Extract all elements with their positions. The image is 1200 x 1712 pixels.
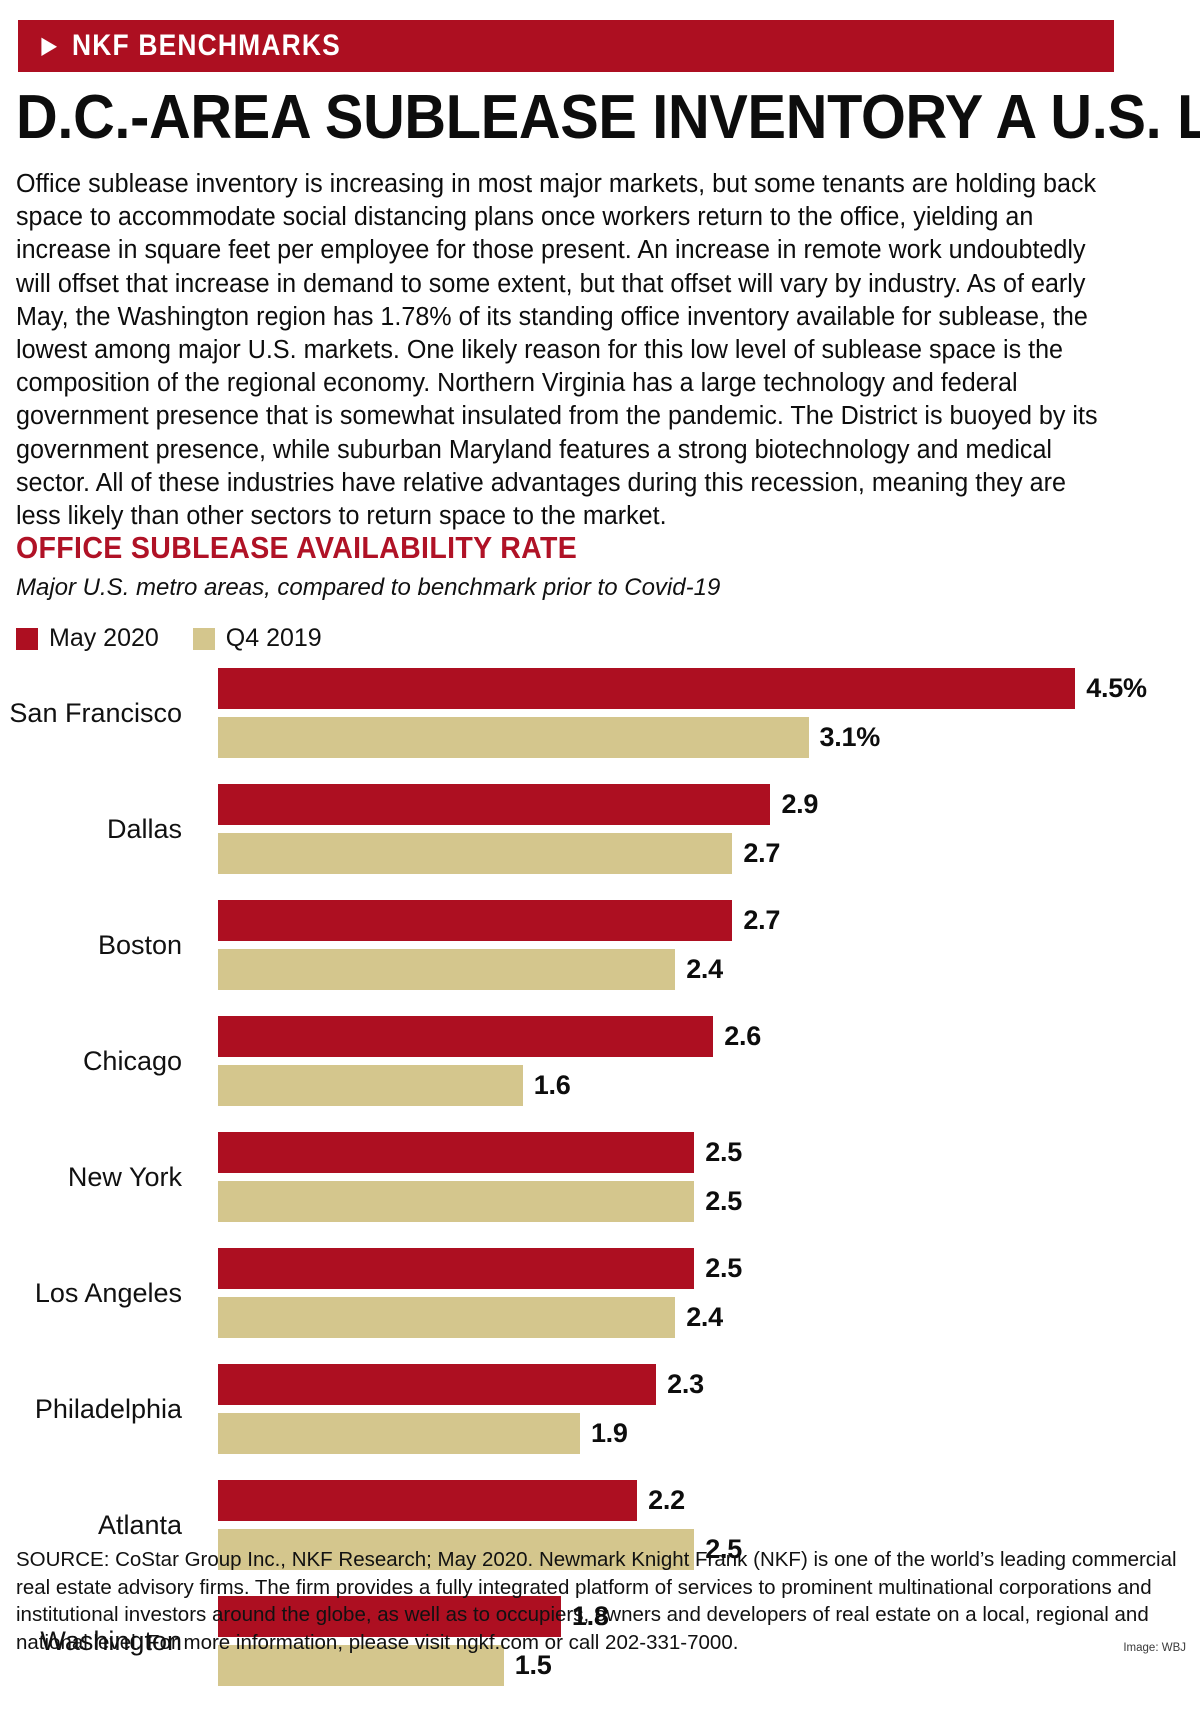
kicker-label: NKF BENCHMARKS — [72, 29, 342, 62]
bar-value-label: 1.9 — [590, 1418, 628, 1448]
page-title: D.C.-AREA SUBLEASE INVENTORY A U.S. LOW — [16, 83, 1200, 152]
bar-value-label: 2.7 — [743, 838, 781, 868]
bar-value-label: 2.3 — [667, 1369, 704, 1399]
infographic-page: ▶ NKF BENCHMARKS D.C.-AREA SUBLEASE INVE… — [9, 20, 1200, 1686]
bar-q4-2019 — [218, 717, 809, 758]
legend-item-may-2020: May 2020 — [16, 624, 159, 653]
bar-may-2020 — [218, 784, 771, 825]
bar-row: 2.7 — [218, 900, 780, 941]
bar-row: 4.5% — [218, 668, 1147, 709]
bar-row: 1.6 — [218, 1065, 571, 1106]
category-label: San Francisco — [9, 697, 182, 728]
category-label: Boston — [97, 929, 182, 960]
bar-group: Los Angeles 2.5 2.4 — [0, 1248, 1200, 1338]
bar-row: 2.4 — [218, 949, 723, 990]
bar-row: 2.4 — [218, 1297, 723, 1338]
bar-may-2020 — [218, 1596, 561, 1637]
bar-row: 2.9 — [218, 784, 818, 825]
bar-may-2020 — [218, 1248, 695, 1289]
bar-value-label: 1.8 — [571, 1601, 609, 1631]
image-credit: Image: WBJ — [1123, 1642, 1186, 1654]
bar-value-label: 2.9 — [781, 789, 819, 819]
bar-row: 2.6 — [218, 1016, 761, 1057]
category-label: Los Angeles — [34, 1277, 182, 1308]
bar-row: 2.7 — [218, 833, 780, 874]
bar-may-2020 — [218, 1016, 714, 1057]
bar-q4-2019 — [218, 1181, 695, 1222]
bar-group: Boston 2.7 2.4 — [0, 900, 1200, 990]
category-label: New York — [67, 1161, 182, 1192]
chart-legend: May 2020 Q4 2019 — [16, 624, 356, 653]
legend-label-may-2020: May 2020 — [49, 624, 159, 652]
bar-value-label: 2.5 — [705, 1137, 742, 1167]
bar-q4-2019 — [218, 1529, 695, 1570]
bar-value-label: 2.2 — [648, 1485, 685, 1515]
kicker-banner: ▶ NKF BENCHMARKS — [18, 20, 1114, 72]
bar-value-label: 2.5 — [705, 1534, 742, 1564]
bar-row: 2.2 — [218, 1480, 685, 1521]
bar-value-label: 2.4 — [686, 954, 723, 984]
deck-paragraph: Office sublease inventory is increasing … — [16, 170, 1098, 531]
bar-row: 2.5 — [218, 1181, 742, 1222]
category-label: Washington — [40, 1625, 182, 1656]
legend-swatch-may-2020 — [16, 627, 38, 650]
bar-row: 2.5 — [218, 1132, 742, 1173]
bar-value-label: 3.1% — [819, 722, 881, 752]
bar-group: Dallas 2.9 2.7 — [0, 784, 1200, 874]
bar-chart: San Francisco 4.5% 3.1% Dallas 2.9 2.7 Boston 2… — [0, 668, 1200, 1712]
bar-value-label: 2.6 — [724, 1021, 762, 1051]
category-label: Dallas — [106, 813, 182, 844]
category-label: Atlanta — [97, 1509, 182, 1540]
bar-group: Chicago 2.6 1.6 — [0, 1016, 1200, 1106]
bar-group: San Francisco 4.5% 3.1% — [0, 668, 1200, 758]
bar-row: 1.9 — [218, 1413, 628, 1454]
bar-value-label: 1.6 — [533, 1070, 571, 1100]
legend-label-q4-2019: Q4 2019 — [225, 624, 322, 652]
bar-q4-2019 — [218, 1065, 523, 1106]
category-label: Chicago — [82, 1045, 182, 1076]
bar-may-2020 — [218, 1132, 695, 1173]
source-note: SOURCE: CoStar Group Inc., NKF Research;… — [16, 1548, 1177, 1654]
bar-group: New York 2.5 2.5 — [0, 1132, 1200, 1222]
legend-swatch-q4-2019 — [192, 627, 215, 650]
play-triangle-icon: ▶ — [41, 32, 58, 59]
bar-value-label: 4.5% — [1086, 673, 1147, 703]
bar-value-label: 2.4 — [686, 1302, 723, 1332]
bar-value-label: 2.5 — [705, 1253, 742, 1283]
bar-row: 2.3 — [218, 1364, 704, 1405]
bar-may-2020 — [218, 1364, 657, 1405]
chart-subtitle: Major U.S. metro areas, compared to benc… — [16, 574, 721, 601]
bar-q4-2019 — [218, 833, 733, 874]
bar-row: 2.5 — [218, 1248, 742, 1289]
bar-group: Philadelphia 2.3 1.9 — [0, 1364, 1200, 1454]
bar-may-2020 — [218, 1480, 638, 1521]
chart-title: OFFICE SUBLEASE AVAILABILITY RATE — [16, 530, 578, 565]
bar-q4-2019 — [218, 1297, 676, 1338]
bar-row: 2.5 — [218, 1529, 742, 1570]
bar-q4-2019 — [218, 1413, 580, 1454]
bar-row: 3.1% — [218, 717, 880, 758]
legend-item-q4-2019: Q4 2019 — [192, 624, 322, 653]
bar-may-2020 — [218, 900, 733, 941]
bar-value-label: 2.5 — [705, 1186, 742, 1216]
bar-q4-2019 — [218, 949, 676, 990]
bar-group: Atlanta 2.2 2.5 — [0, 1480, 1200, 1570]
bar-may-2020 — [218, 668, 1076, 709]
category-label: Philadelphia — [34, 1393, 182, 1424]
bar-row: 1.8 — [218, 1596, 609, 1637]
bar-value-label: 2.7 — [743, 905, 781, 935]
